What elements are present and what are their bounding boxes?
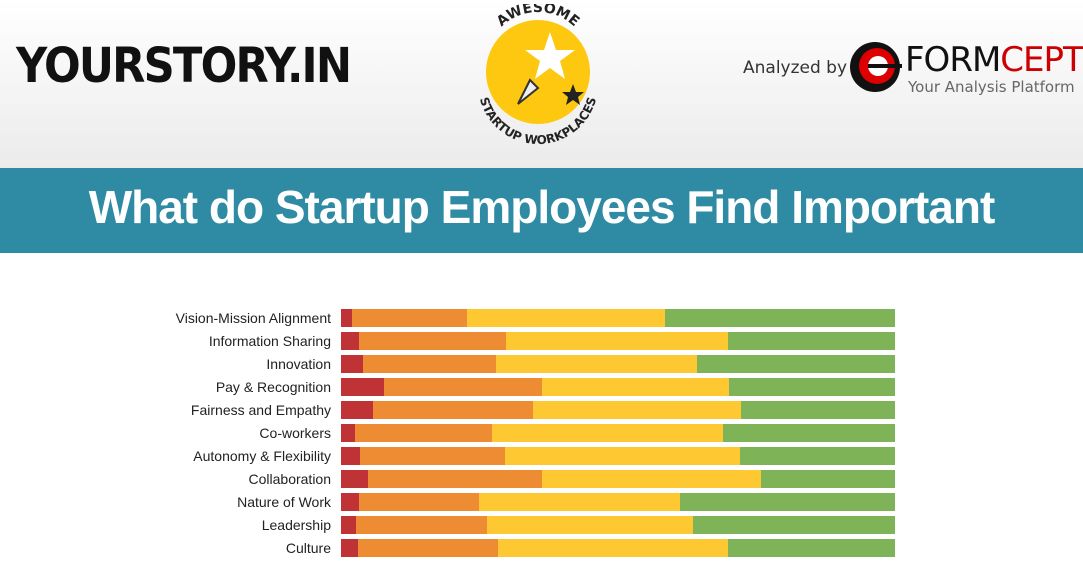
bar-segment-2 — [358, 493, 479, 511]
bar-segment-4 — [722, 424, 895, 442]
bar-segment-3 — [486, 516, 693, 534]
brand-cept: CEPT — [1000, 40, 1083, 80]
bar-segment-3 — [542, 470, 761, 488]
bar-segment-2 — [351, 309, 467, 327]
bar-segment-1 — [341, 424, 356, 442]
brand-form: FORM — [905, 40, 1001, 80]
bar-segment-3 — [506, 332, 728, 350]
bar-segment-1 — [341, 470, 369, 488]
bar-segment-4 — [740, 401, 895, 419]
bar-segment-3 — [478, 493, 681, 511]
bar-segment-4 — [760, 470, 895, 488]
bar-segment-1 — [341, 309, 352, 327]
formcept-logo-icon — [850, 42, 902, 92]
bar-segment-2 — [355, 516, 487, 534]
bar-segment-3 — [497, 539, 729, 557]
analyzed-by-label: Analyzed by — [743, 58, 848, 78]
bar-segment-1 — [341, 516, 356, 534]
bar-segment-2 — [355, 424, 492, 442]
bar-segment-2 — [359, 447, 505, 465]
category-label: Innovation — [266, 356, 331, 372]
bar-segment-3 — [541, 378, 730, 396]
bar-segment-1 — [341, 493, 359, 511]
bar-segment-4 — [728, 539, 895, 557]
bar-segment-4 — [665, 309, 895, 327]
yourstory-logo[interactable]: YOURSTORY.IN — [16, 38, 352, 94]
stacked-bar-chart: Vision-Mission Alignment Information Shar… — [0, 300, 1083, 569]
category-label: Vision-Mission Alignment — [175, 310, 331, 326]
bar-segment-4 — [692, 516, 895, 534]
category-label: Fairness and Empathy — [190, 402, 331, 418]
page-title: What do Startup Employees Find Important — [88, 181, 996, 233]
bar-segment-1 — [341, 401, 373, 419]
bar-segment-1 — [341, 447, 360, 465]
bar-segment-2 — [372, 401, 533, 419]
category-label: Pay & Recognition — [215, 379, 331, 395]
brand-tagline: Your Analysis Platform — [908, 78, 1075, 96]
bar-segment-1 — [341, 378, 384, 396]
category-label: Nature of Work — [237, 494, 331, 510]
bar-segment-4 — [697, 355, 895, 373]
bar-segment-3 — [491, 424, 723, 442]
title-banner — [0, 168, 1083, 253]
category-label: Leadership — [261, 517, 331, 533]
category-label: Collaboration — [248, 471, 332, 487]
header: YOURSTORY.IN AWESOME STARTUP WORKPLACES … — [0, 0, 1083, 168]
category-label: Co-workers — [259, 425, 331, 441]
category-label: Autonomy & Flexibility — [193, 448, 331, 464]
category-label: Information Sharing — [208, 333, 331, 349]
bar-segment-3 — [466, 309, 666, 327]
bar-segment-3 — [496, 355, 698, 373]
bar-segment-3 — [532, 401, 741, 419]
bar-segment-2 — [368, 470, 543, 488]
bar-segment-3 — [504, 447, 741, 465]
category-label: Culture — [285, 540, 331, 556]
bar-segment-2 — [358, 539, 498, 557]
bar-segment-1 — [341, 539, 359, 557]
bar-segment-4 — [740, 447, 895, 465]
bar-segment-4 — [680, 493, 895, 511]
bar-segment-1 — [341, 355, 364, 373]
bar-segment-2 — [363, 355, 497, 373]
formcept-brand[interactable]: FORMCEPT — [905, 40, 1083, 80]
bar-segment-4 — [729, 378, 895, 396]
bar-segment-4 — [727, 332, 895, 350]
bar-segment-2 — [383, 378, 542, 396]
bar-segment-1 — [341, 332, 360, 350]
bar-segment-2 — [359, 332, 507, 350]
awesome-startup-workplaces-badge: AWESOME STARTUP WORKPLACES — [477, 4, 599, 147]
